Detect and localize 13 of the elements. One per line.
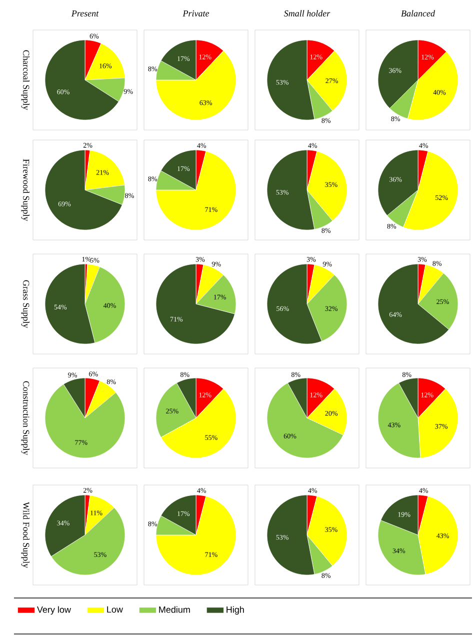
- chart-title: Balanced: [401, 10, 436, 16]
- text: Charcoal Supply: [21, 50, 30, 110]
- text: Wild Food Supply: [21, 502, 30, 568]
- legend-label: High: [226, 606, 244, 615]
- text: Construction Supply: [21, 381, 30, 456]
- text: Firewood Supply: [21, 159, 30, 222]
- chart-title: Private: [182, 10, 210, 16]
- legend-label: Very low: [37, 606, 71, 615]
- chart-title: Present: [71, 10, 99, 16]
- legend-label: Medium: [159, 606, 190, 613]
- text: Grass Supply: [21, 280, 30, 328]
- chart-title: Small holder: [284, 10, 330, 16]
- legend-label: Low: [107, 606, 123, 613]
